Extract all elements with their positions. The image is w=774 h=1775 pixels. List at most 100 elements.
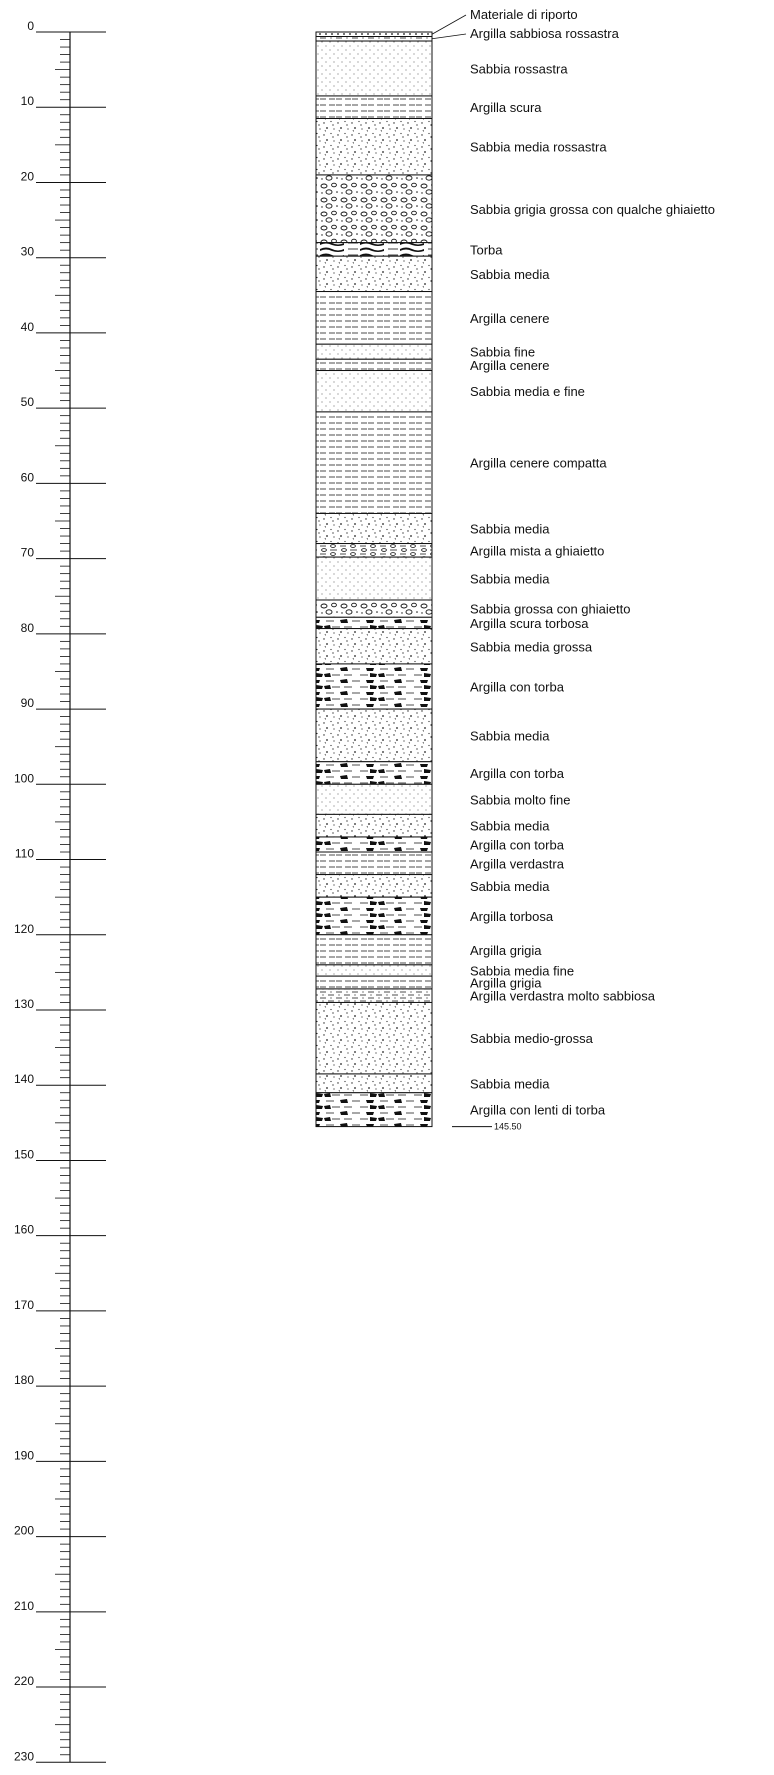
layer-label: Argilla verdastra: [470, 856, 565, 871]
layer-label: Materiale di riporto: [470, 7, 578, 22]
layer-sand-fine: [315, 556, 433, 601]
scale-tick-label: 150: [14, 1147, 34, 1161]
scale-tick-label: 130: [14, 997, 34, 1011]
final-depth-marker: 145.50: [452, 1122, 522, 1132]
layer-clay: [315, 95, 433, 120]
layer-clay-peat: [315, 616, 433, 630]
layer-label: Sabbia media fine: [470, 963, 574, 978]
label-leader-line: [431, 33, 467, 40]
layer-label: Sabbia media: [470, 728, 550, 743]
scale-tick-label: 90: [21, 696, 35, 710]
layer-clay: [315, 934, 433, 966]
layer-fill: [315, 31, 433, 38]
layer-clay-peat: [315, 1092, 433, 1128]
layer-label: Argilla cenere: [470, 311, 550, 326]
scale-tick-label: 200: [14, 1524, 34, 1538]
layer-sand-medium: [315, 708, 433, 763]
layer-sand-fine: [315, 783, 433, 815]
layer-label: Argilla mista a ghiaietto: [470, 543, 604, 558]
layer-sand-medium: [315, 1073, 433, 1094]
layer-sand-medium: [315, 255, 433, 293]
label-leader-line: [431, 14, 467, 35]
scale-tick-label: 190: [14, 1448, 34, 1462]
layer-label: Sabbia media e fine: [470, 384, 585, 399]
scale-tick-label: 140: [14, 1072, 34, 1086]
layer-label: Argilla torbosa: [470, 909, 554, 924]
scale-tick-label: 80: [21, 621, 35, 635]
layer-sand-fine: [315, 964, 433, 977]
layer-label: Argilla scura torbosa: [470, 616, 589, 631]
layer-label: Sabbia media: [470, 522, 550, 537]
layer-sand-medium: [315, 1001, 433, 1075]
scale-tick-label: 50: [21, 395, 35, 409]
layer-label: Sabbia molto fine: [470, 792, 570, 807]
depth-scale: 0 10 20 30 40 50 60 70 80 90 100 110 120 130 140 150 160…: [14, 19, 106, 1763]
scale-tick-label: 120: [14, 922, 34, 936]
scale-tick-label: 30: [21, 245, 35, 259]
layer-clay: [315, 291, 433, 345]
layer-clay-peat: [315, 836, 433, 853]
layer-label: Argilla con torba: [470, 837, 565, 852]
scale-tick-label: 0: [27, 19, 34, 33]
layer-peat: [315, 242, 433, 257]
scale-tick-label: 220: [14, 1674, 34, 1688]
layer-gravel: [315, 174, 433, 244]
layer-label: Sabbia media: [470, 572, 550, 587]
layer-label: Torba: [470, 242, 503, 257]
layer-sand-medium: [315, 813, 433, 838]
lithology-column: [315, 31, 433, 1128]
layer-label: Argilla con lenti di torba: [470, 1103, 606, 1118]
layer-clay-sandy: [315, 988, 433, 1003]
layer-sand-medium: [315, 874, 433, 898]
layer-label: Sabbia grigia grossa con qualche ghiaiet…: [470, 202, 715, 217]
final-depth-label: 145.50: [494, 1122, 522, 1132]
layer-clay-gravel: [315, 543, 433, 558]
scale-tick-label: 40: [21, 320, 35, 334]
scale-tick-label: 60: [21, 470, 35, 484]
layer-label: Sabbia media rossastra: [470, 140, 607, 155]
scale-tick-label: 170: [14, 1298, 34, 1312]
layer-sand-fine: [315, 343, 433, 360]
layer-sand-medium: [315, 512, 433, 545]
scale-tick-label: 100: [14, 771, 34, 785]
layer-sand-fine: [315, 370, 433, 413]
layer-sand-medium: [315, 628, 433, 665]
layer-sand-fine: [315, 40, 433, 97]
layer-label: Argilla cenere: [470, 358, 550, 373]
scale-tick-label: 70: [21, 546, 35, 560]
layer-label: Sabbia media: [470, 879, 550, 894]
layer-labels: Materiale di riporto Argilla sabbiosa ros…: [431, 7, 715, 1118]
layer-label: Argilla con torba: [470, 680, 565, 695]
layer-label: Sabbia media: [470, 1076, 550, 1091]
scale-tick-label: 110: [15, 847, 34, 861]
layer-label: Sabbia media: [470, 819, 550, 834]
layer-label: Sabbia medio-grossa: [470, 1031, 594, 1046]
layer-clay: [315, 851, 433, 876]
layer-label: Sabbia rossastra: [470, 61, 568, 76]
scale-tick-label: 230: [14, 1749, 34, 1763]
layer-label: Argilla grigia: [470, 943, 542, 958]
layer-gravel: [315, 599, 433, 618]
layer-clay-peat: [315, 896, 433, 936]
scale-tick-label: 180: [14, 1373, 34, 1387]
layer-clay-sandy: [315, 36, 433, 42]
layer-label: Sabbia media: [470, 267, 550, 282]
layer-sand-medium: [315, 118, 433, 176]
layer-label: Argilla verdastra molto sabbiosa: [470, 989, 656, 1004]
scale-tick-label: 210: [14, 1599, 34, 1613]
scale-tick-label: 10: [21, 94, 35, 108]
layer-label: Argilla con torba: [470, 766, 565, 781]
layer-clay: [315, 358, 433, 372]
layer-label: Sabbia media grossa: [470, 639, 593, 654]
layer-label: Sabbia fine: [470, 345, 535, 360]
layer-clay: [315, 975, 433, 990]
layer-clay-peat: [315, 761, 433, 785]
layer-label: Sabbia grossa con ghiaietto: [470, 602, 630, 617]
scale-tick-label: 160: [14, 1223, 34, 1237]
layer-label: Argilla sabbiosa rossastra: [470, 26, 620, 41]
layer-clay: [315, 411, 433, 514]
layer-clay-peat: [315, 663, 433, 710]
layer-label: Argilla cenere compatta: [470, 456, 607, 471]
layer-label: Argilla scura: [470, 100, 542, 115]
